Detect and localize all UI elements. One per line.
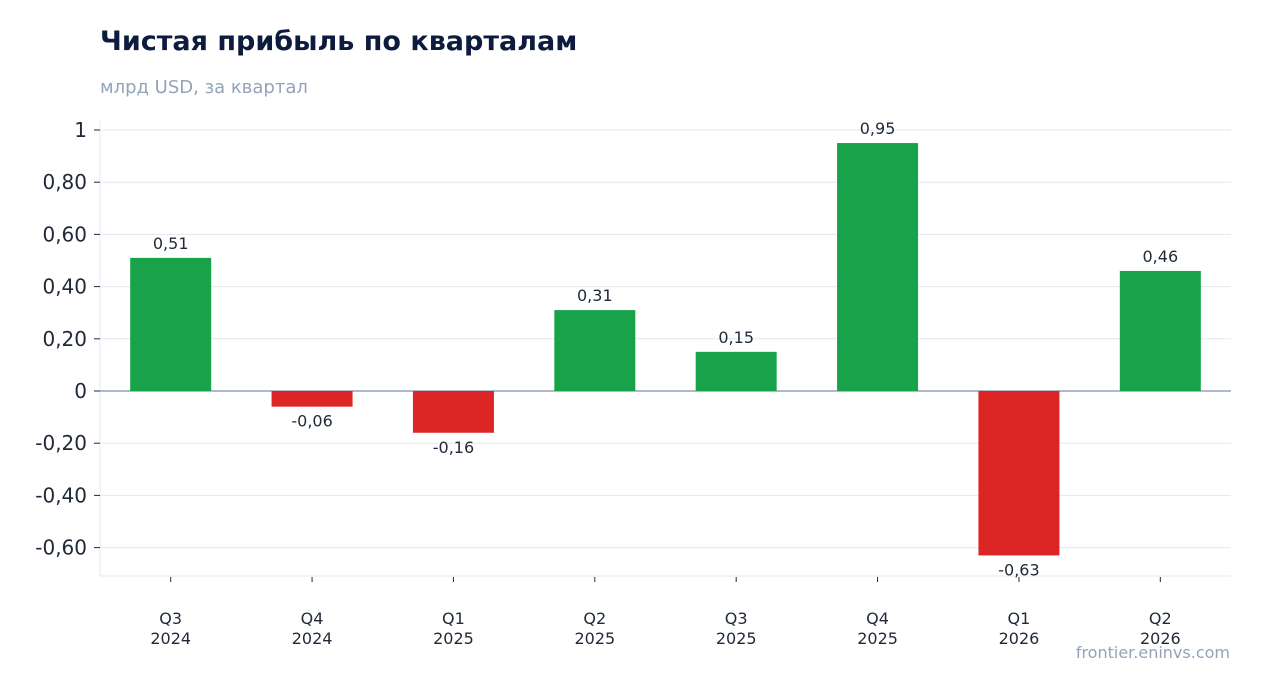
data-label: -0,16	[433, 438, 474, 457]
data-label: 0,46	[1143, 247, 1179, 266]
data-label: -0,06	[291, 412, 332, 431]
y-tick-label: 1	[74, 118, 87, 142]
x-tick-year: 2024	[150, 629, 191, 648]
x-tick-label: Q3 2025	[716, 609, 757, 648]
bar	[554, 310, 636, 391]
source-watermark: frontier.eninvs.com	[1075, 643, 1230, 662]
bar	[271, 391, 353, 407]
data-labels: 0,51 -0,06 -0,16 0,31 0,15 0,95 -0,63 0,46	[153, 119, 1178, 579]
x-tick-label: Q4 2025	[857, 609, 898, 648]
x-tick-quarter: Q4	[301, 609, 324, 628]
x-tick-quarter: Q3	[159, 609, 182, 628]
x-tick-quarter: Q4	[866, 609, 889, 628]
y-tick-label: -0,20	[35, 431, 87, 455]
y-tick-label: -0,60	[35, 536, 87, 560]
y-tick-label: -0,40	[35, 483, 87, 507]
bar	[695, 351, 777, 391]
x-tick-label: Q1 2026	[999, 609, 1040, 648]
data-label: -0,63	[998, 560, 1039, 579]
x-tick-label: Q2 2026	[1140, 609, 1181, 648]
y-tick-label: 0,40	[42, 275, 87, 299]
x-tick-quarter: Q2	[583, 609, 606, 628]
x-tick-quarter: Q1	[442, 609, 465, 628]
data-label: 0,31	[577, 286, 613, 305]
bars	[130, 143, 1201, 556]
y-tick-label: 0,80	[42, 170, 87, 194]
x-tick-label: Q2 2025	[574, 609, 615, 648]
y-axis: 1 0,80 0,60 0,40 0,20 0 -0,20 -0,40 -0,60	[35, 118, 100, 560]
x-tick-label: Q4 2024	[292, 609, 333, 648]
grid-lines	[99, 121, 1231, 577]
bar	[1119, 270, 1201, 391]
x-tick-quarter: Q3	[725, 609, 748, 628]
data-label: 0,15	[718, 328, 754, 347]
y-tick-label: 0,20	[42, 327, 87, 351]
x-tick-year: 2026	[1140, 629, 1181, 648]
y-tick-label: 0,60	[42, 222, 87, 246]
x-tick-year: 2025	[857, 629, 898, 648]
x-tick-quarter: Q2	[1149, 609, 1172, 628]
x-tick-year: 2025	[716, 629, 757, 648]
bar	[978, 391, 1060, 556]
x-tick-label: Q1 2025	[433, 609, 474, 648]
chart-title: Чистая прибыль по кварталам	[100, 26, 578, 57]
x-tick-quarter: Q1	[1008, 609, 1031, 628]
bar	[130, 257, 212, 391]
x-tick-year: 2025	[574, 629, 615, 648]
x-tick-year: 2026	[999, 629, 1040, 648]
x-tick-label: Q3 2024	[150, 609, 191, 648]
x-tick-year: 2025	[433, 629, 474, 648]
bar	[837, 143, 919, 391]
y-tick-label: 0	[74, 379, 87, 403]
chart-subtitle: млрд USD, за квартал	[100, 77, 308, 98]
bar	[412, 391, 494, 433]
data-label: 0,51	[153, 234, 189, 253]
x-tick-year: 2024	[292, 629, 333, 648]
data-label: 0,95	[860, 119, 896, 138]
